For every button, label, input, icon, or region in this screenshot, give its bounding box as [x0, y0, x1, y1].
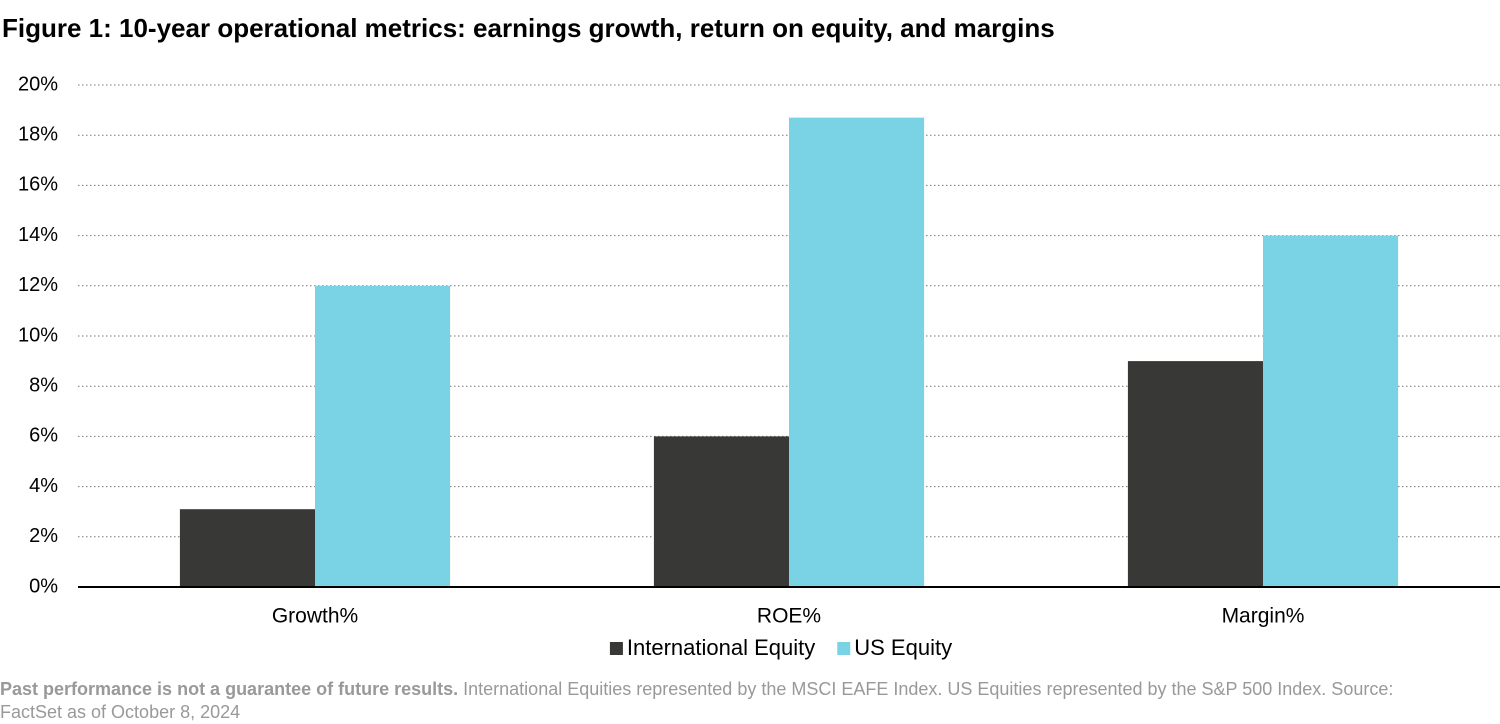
x-tick-label: ROE% [757, 605, 821, 628]
bar [789, 117, 925, 587]
footnote-text: International Equities represented by th… [0, 679, 1394, 722]
y-tick-label: 0% [29, 575, 58, 597]
footnote: Past performance is not a guarantee of f… [0, 678, 1420, 724]
y-tick-label: 20% [18, 73, 58, 95]
y-tick-label: 8% [29, 374, 58, 396]
bar [1263, 235, 1399, 587]
legend-label: International Equity [627, 635, 815, 660]
bar [653, 436, 789, 587]
y-tick-label: 6% [29, 425, 58, 447]
footnote-bold: Past performance is not a guarantee of f… [0, 679, 459, 699]
legend-swatch [837, 642, 851, 655]
bar [179, 509, 315, 587]
chart: Figure 1: 10-year operational metrics: e… [2, 13, 1500, 660]
x-tick-label: Growth% [272, 605, 358, 628]
bar [1127, 361, 1263, 587]
legend: International Equity US Equity [609, 635, 952, 660]
y-tick-label: 14% [18, 224, 58, 246]
legend-label: US Equity [854, 635, 952, 660]
y-tick-label: 4% [29, 475, 58, 497]
chart-title: Figure 1: 10-year operational metrics: e… [2, 13, 1055, 43]
x-tick-label: Margin% [1222, 605, 1305, 628]
y-tick-label: 10% [18, 324, 58, 346]
bar [315, 285, 451, 587]
legend-swatch [609, 642, 623, 655]
y-tick-label: 18% [18, 123, 58, 145]
y-tick-label: 2% [29, 525, 58, 547]
y-tick-label: 16% [18, 174, 58, 196]
y-tick-label: 12% [18, 274, 58, 296]
